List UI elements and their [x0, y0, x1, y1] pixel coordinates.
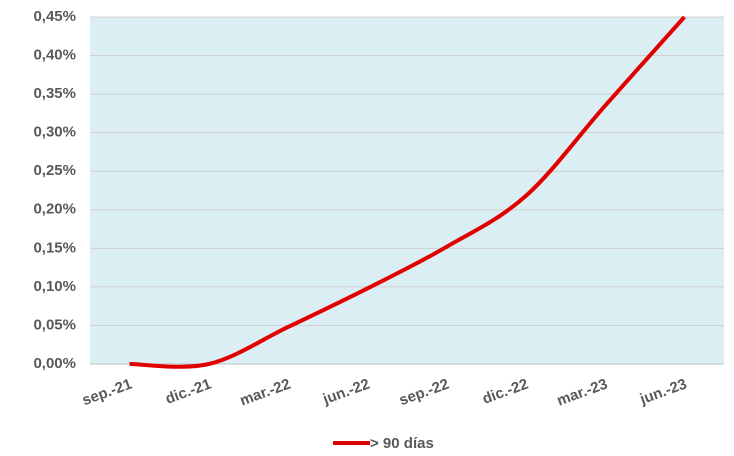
- x-tick-label: dic.-21: [163, 376, 213, 408]
- x-tick-label: sep.-22: [397, 376, 451, 410]
- y-tick-label: 0,30%: [33, 124, 76, 141]
- y-tick-label: 0,25%: [33, 162, 76, 179]
- x-tick-label: mar.-22: [238, 376, 293, 410]
- x-tick-label: dic.-22: [480, 376, 530, 408]
- y-tick-label: 0,15%: [33, 239, 76, 256]
- plot-area: [90, 17, 724, 364]
- x-tick-label: mar.-23: [555, 376, 610, 410]
- y-tick-label: 0,45%: [33, 8, 76, 25]
- y-tick-label: 0,10%: [33, 278, 76, 295]
- x-tick-label: jun.-23: [637, 376, 689, 409]
- legend-label: > 90 días: [370, 435, 434, 452]
- x-tick-label: sep.-21: [80, 376, 134, 410]
- data-line: [129, 15, 686, 369]
- y-tick-label: 0,20%: [33, 201, 76, 218]
- y-tick-label: 0,00%: [33, 355, 76, 372]
- y-tick-label: 0,05%: [33, 316, 76, 333]
- x-tick-label: jun.-22: [320, 376, 372, 409]
- y-tick-label: 0,40%: [33, 47, 76, 64]
- y-tick-label: 0,35%: [33, 85, 76, 102]
